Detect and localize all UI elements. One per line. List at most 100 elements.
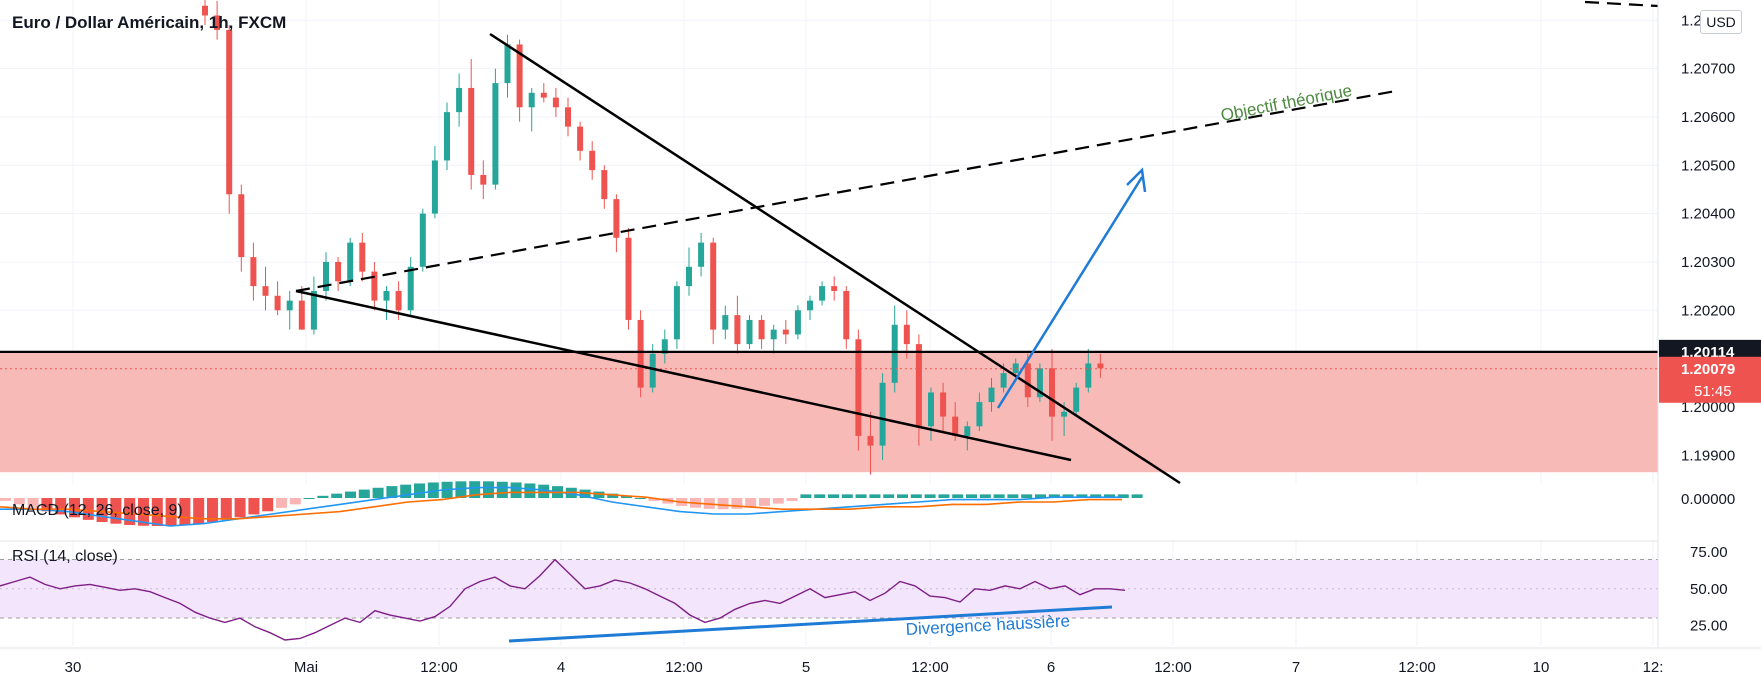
time-tick-label: 6 [1047, 659, 1055, 676]
candle [226, 25, 233, 214]
candle [1049, 348, 1055, 441]
time-axis-background [0, 648, 1761, 685]
macd-histogram-bar [800, 494, 812, 498]
macd-histogram-bar [151, 498, 163, 526]
macd-pane [0, 481, 1658, 542]
candle-body [734, 315, 741, 345]
macd-histogram-bar [13, 498, 25, 505]
candle-body [770, 329, 777, 340]
macd-histogram-bar [579, 489, 591, 498]
price-tick-label: 1.20200 [1681, 302, 1735, 319]
candle [710, 237, 717, 345]
candle [758, 315, 765, 349]
time-axis[interactable]: 30 Mai 12:00 4 12:00 5 12:00 6 12:00 7 12:00 10 12: [0, 647, 1761, 685]
candle [202, 0, 208, 26]
candle [431, 145, 438, 219]
macd-histogram-bar [621, 495, 632, 498]
candle [1097, 353, 1104, 378]
candle-body [625, 237, 632, 320]
candle-body [383, 290, 390, 301]
macd-histogram-bar [138, 498, 149, 526]
macd-histogram-bar [1076, 494, 1088, 498]
candle [274, 281, 281, 316]
candle-body [274, 295, 281, 311]
time-tick-label: 12:00 [911, 659, 949, 676]
candle-body [831, 286, 838, 291]
macd-histogram-bar [910, 494, 922, 498]
macd-histogram-bar [262, 498, 274, 512]
candle [722, 305, 729, 340]
macd-histogram-bar [400, 484, 412, 498]
rsi-label[interactable]: RSI (14, close) [12, 548, 118, 565]
candle [492, 68, 499, 190]
candle-body [480, 174, 487, 185]
candle-body [855, 339, 862, 436]
divergence-line [508, 605, 1113, 643]
macd-histogram-bar [372, 487, 384, 498]
candle-body [395, 290, 402, 311]
candle-body [1061, 411, 1068, 417]
candle [964, 421, 971, 451]
macd-label[interactable]: MACD (12, 26, close, 9) [12, 502, 183, 519]
price-tick-label: 1.20600 [1681, 109, 1735, 126]
candle [286, 290, 293, 330]
macd-histogram-bar [1035, 494, 1046, 498]
macd-histogram-bar [0, 498, 11, 501]
projection-arrow-line [996, 176, 1144, 409]
candle-body [1000, 373, 1007, 388]
time-tick-label: 12: [1643, 659, 1664, 676]
rsi-tick-label: 75.00 [1690, 544, 1728, 561]
price-tick-label: 1.20000 [1681, 399, 1735, 416]
price-tick-label: 1.19900 [1681, 447, 1735, 464]
candle [807, 295, 813, 320]
candle [371, 261, 378, 311]
candle [552, 87, 559, 117]
macd-histogram-bar [883, 494, 895, 498]
currency-button[interactable]: USD [1700, 10, 1742, 34]
candle [601, 165, 608, 209]
macd-histogram-bar [966, 494, 977, 498]
price-axis[interactable]: 1.208001.207001.206001.205001.204001.203… [1657, 0, 1761, 685]
countdown-label: 51:45 [1694, 383, 1732, 400]
candle-body [976, 402, 983, 427]
macd-histogram-bar [386, 486, 398, 498]
macd-histogram-bar [814, 494, 826, 498]
candle [819, 281, 826, 306]
candle [903, 310, 910, 359]
candle-body [1073, 387, 1080, 412]
macd-histogram-bar [331, 493, 343, 498]
candle [407, 257, 414, 316]
macd-histogram-bar [124, 498, 136, 525]
candle-body [819, 286, 826, 301]
macd-histogram-bar [179, 498, 191, 525]
macd-histogram-bar [731, 498, 743, 509]
candle-body [214, 15, 221, 30]
candle [976, 392, 983, 432]
candle [637, 310, 644, 398]
time-tick-label: 7 [1292, 659, 1300, 676]
candle-body [952, 416, 959, 436]
candle [734, 295, 741, 354]
candle [855, 329, 862, 451]
candle [1073, 382, 1080, 417]
macd-histogram-bar [1048, 494, 1060, 498]
candle [867, 411, 874, 475]
wedge-upper-line [489, 32, 1181, 485]
macd-histogram-bar [717, 498, 729, 510]
rsi-line [0, 558, 1126, 641]
macd-histogram-bar [27, 498, 39, 508]
candle-body [431, 160, 438, 214]
candle-body [577, 126, 584, 151]
candle-body [843, 290, 850, 340]
candle-body [1036, 368, 1043, 398]
macd-histogram-bar [55, 498, 67, 515]
macd-histogram-bar [538, 484, 550, 498]
candle-body [807, 300, 813, 311]
macd-histogram-bar [96, 498, 108, 522]
macd-histogram-bar [786, 498, 798, 501]
macd-histogram-bar [69, 498, 80, 518]
candle [782, 319, 789, 345]
candle-body [456, 87, 463, 113]
candle-body [613, 199, 620, 238]
